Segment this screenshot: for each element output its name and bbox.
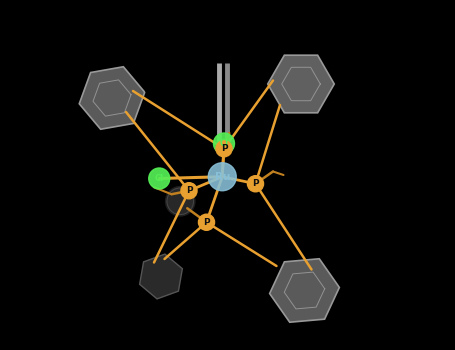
Circle shape	[149, 168, 170, 189]
Circle shape	[166, 187, 195, 216]
Circle shape	[181, 183, 197, 199]
Text: Cl: Cl	[155, 174, 164, 183]
Polygon shape	[268, 55, 334, 113]
Text: Cl: Cl	[219, 139, 228, 148]
Text: P: P	[186, 186, 192, 195]
Text: P: P	[203, 218, 210, 227]
Text: P: P	[221, 144, 228, 153]
Circle shape	[167, 188, 193, 215]
Polygon shape	[140, 254, 182, 299]
Circle shape	[216, 141, 232, 157]
Circle shape	[248, 176, 263, 192]
Text: P: P	[252, 179, 259, 188]
Circle shape	[198, 214, 215, 230]
Polygon shape	[270, 259, 339, 322]
Circle shape	[213, 133, 234, 154]
Text: Ru: Ru	[215, 172, 230, 182]
Polygon shape	[79, 67, 145, 129]
Circle shape	[208, 163, 236, 191]
